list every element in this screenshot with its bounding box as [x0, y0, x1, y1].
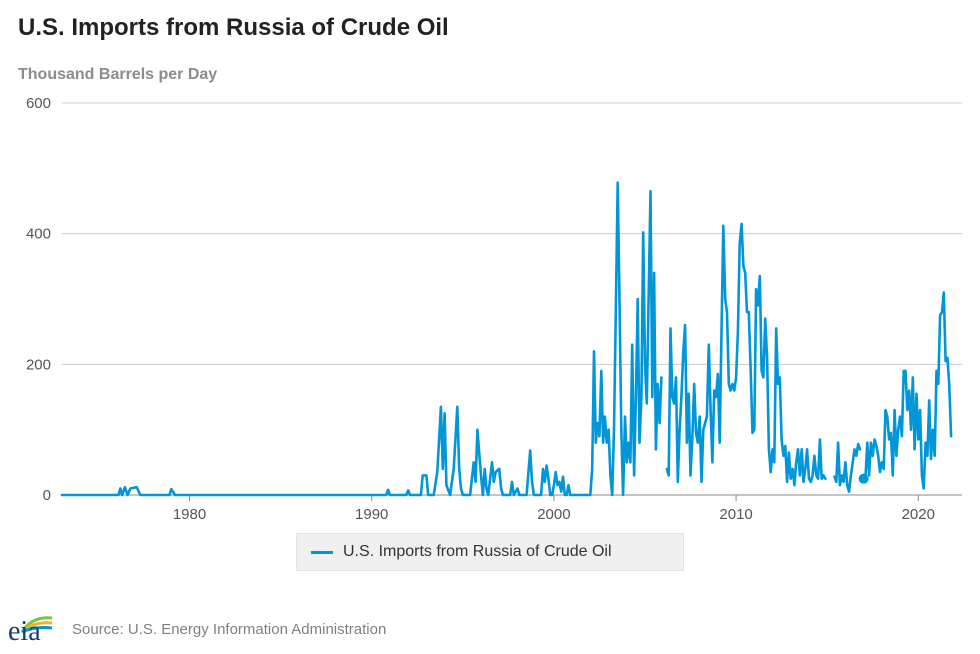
x-tick-label: 2010 [719, 506, 752, 523]
axes: 0 200 400 600 1980 1990 2000 2010 2020 [26, 95, 935, 523]
eia-logo-arc-icon [20, 616, 53, 634]
eia-logo-icon: eia [8, 612, 58, 646]
x-tick-label: 2000 [537, 506, 570, 523]
x-tick-label: 1980 [173, 506, 206, 523]
series-line-segment [864, 291, 953, 490]
x-tick-label: 2020 [902, 506, 935, 523]
y-tick-label: 600 [26, 95, 51, 112]
x-tick-label: 1990 [355, 506, 388, 523]
footer: eia Source: U.S. Energy Information Admi… [8, 612, 386, 646]
grid-lines [62, 102, 962, 496]
series-layer [60, 181, 953, 497]
series-point [858, 473, 869, 484]
source-text: Source: U.S. Energy Information Administ… [72, 620, 387, 638]
y-axis-unit-label: Thousand Barrels per Day [18, 66, 218, 83]
series-line-segment [665, 222, 827, 487]
legend[interactable]: U.S. Imports from Russia of Crude Oil [296, 533, 684, 571]
legend-line-icon [311, 550, 333, 554]
chart-title: U.S. Imports from Russia of Crude Oil [18, 14, 449, 41]
series-line-segment [833, 441, 862, 493]
y-tick-label: 200 [26, 356, 51, 373]
legend-label: U.S. Imports from Russia of Crude Oil [343, 543, 612, 560]
series-line-segment [60, 181, 663, 497]
y-tick-label: 0 [43, 487, 51, 504]
eia-logo-text: eia [8, 616, 41, 647]
y-tick-label: 400 [26, 226, 51, 243]
